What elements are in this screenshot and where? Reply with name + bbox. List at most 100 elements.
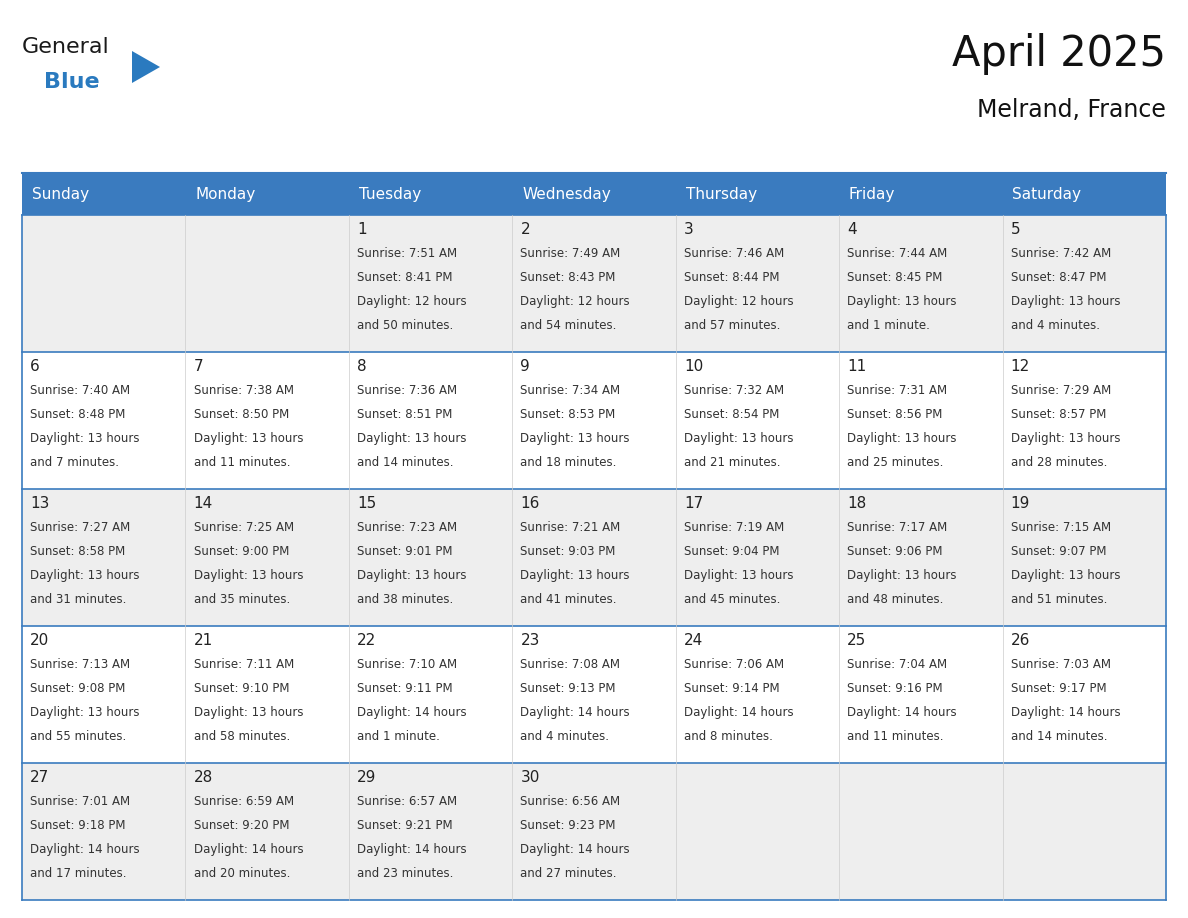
Bar [512,626,676,763]
Bar [512,489,676,626]
Bar [23,626,185,763]
Text: Sunset: 9:21 PM: Sunset: 9:21 PM [358,819,453,832]
Bar [349,215,512,352]
Bar [23,763,185,900]
Text: Daylight: 13 hours: Daylight: 13 hours [30,706,140,719]
Text: Sunrise: 7:32 AM: Sunrise: 7:32 AM [684,384,784,397]
Text: 7: 7 [194,359,203,374]
Text: and 58 minutes.: and 58 minutes. [194,730,290,743]
Text: Sunrise: 7:06 AM: Sunrise: 7:06 AM [684,658,784,671]
Text: and 20 minutes.: and 20 minutes. [194,867,290,880]
Text: Daylight: 12 hours: Daylight: 12 hours [520,295,630,308]
Bar [185,173,349,215]
Text: 11: 11 [847,359,866,374]
Text: 14: 14 [194,496,213,511]
Bar [839,489,1003,626]
Bar [512,215,676,352]
Text: 29: 29 [358,770,377,785]
Text: Sunset: 8:56 PM: Sunset: 8:56 PM [847,408,943,421]
Text: Daylight: 13 hours: Daylight: 13 hours [194,569,303,582]
Text: Sunset: 9:03 PM: Sunset: 9:03 PM [520,545,615,558]
Text: 22: 22 [358,633,377,648]
Text: Sunday: Sunday [32,186,89,201]
Text: and 11 minutes.: and 11 minutes. [194,456,290,469]
Bar [1003,763,1165,900]
Text: Sunrise: 7:25 AM: Sunrise: 7:25 AM [194,521,293,534]
Text: Sunset: 8:54 PM: Sunset: 8:54 PM [684,408,779,421]
Text: Sunset: 9:17 PM: Sunset: 9:17 PM [1011,682,1106,695]
Text: 16: 16 [520,496,539,511]
Text: and 28 minutes.: and 28 minutes. [1011,456,1107,469]
Bar [185,626,349,763]
Text: 5: 5 [1011,222,1020,237]
Text: Daylight: 14 hours: Daylight: 14 hours [358,843,467,856]
Text: 19: 19 [1011,496,1030,511]
Bar [1003,352,1165,489]
Text: Daylight: 14 hours: Daylight: 14 hours [1011,706,1120,719]
Text: 20: 20 [30,633,50,648]
Text: and 54 minutes.: and 54 minutes. [520,319,617,332]
Text: Sunset: 9:00 PM: Sunset: 9:00 PM [194,545,289,558]
Text: Daylight: 13 hours: Daylight: 13 hours [684,432,794,445]
Text: and 4 minutes.: and 4 minutes. [1011,319,1100,332]
Text: 18: 18 [847,496,866,511]
Text: Sunset: 9:01 PM: Sunset: 9:01 PM [358,545,453,558]
Text: and 18 minutes.: and 18 minutes. [520,456,617,469]
Text: Sunset: 9:04 PM: Sunset: 9:04 PM [684,545,779,558]
Text: Sunset: 8:51 PM: Sunset: 8:51 PM [358,408,453,421]
Text: Sunrise: 7:21 AM: Sunrise: 7:21 AM [520,521,620,534]
Text: Daylight: 14 hours: Daylight: 14 hours [847,706,958,719]
Text: General: General [23,37,109,57]
Text: Sunrise: 7:01 AM: Sunrise: 7:01 AM [30,795,131,808]
Text: Sunrise: 6:56 AM: Sunrise: 6:56 AM [520,795,620,808]
Text: and 45 minutes.: and 45 minutes. [684,593,781,606]
Text: 26: 26 [1011,633,1030,648]
Text: 15: 15 [358,496,377,511]
Text: Sunrise: 7:36 AM: Sunrise: 7:36 AM [358,384,457,397]
Text: Daylight: 13 hours: Daylight: 13 hours [30,569,140,582]
Bar [512,173,676,215]
Text: 25: 25 [847,633,866,648]
Text: and 57 minutes.: and 57 minutes. [684,319,781,332]
Text: Sunset: 8:48 PM: Sunset: 8:48 PM [30,408,126,421]
Text: 21: 21 [194,633,213,648]
Text: and 14 minutes.: and 14 minutes. [358,456,454,469]
Text: Wednesday: Wednesday [522,186,611,201]
Text: Sunset: 8:45 PM: Sunset: 8:45 PM [847,271,943,284]
Text: Blue: Blue [44,72,100,92]
Text: Friday: Friday [849,186,896,201]
Text: 13: 13 [30,496,50,511]
Bar [512,352,676,489]
Text: Sunrise: 7:13 AM: Sunrise: 7:13 AM [30,658,131,671]
Text: Sunset: 8:43 PM: Sunset: 8:43 PM [520,271,615,284]
Bar [1003,626,1165,763]
Text: Sunrise: 7:40 AM: Sunrise: 7:40 AM [30,384,131,397]
Text: and 48 minutes.: and 48 minutes. [847,593,943,606]
Text: Daylight: 14 hours: Daylight: 14 hours [520,706,630,719]
Text: 8: 8 [358,359,367,374]
Text: Daylight: 14 hours: Daylight: 14 hours [194,843,303,856]
Text: and 1 minute.: and 1 minute. [847,319,930,332]
Text: and 17 minutes.: and 17 minutes. [30,867,127,880]
Text: Sunset: 8:44 PM: Sunset: 8:44 PM [684,271,779,284]
Text: and 21 minutes.: and 21 minutes. [684,456,781,469]
Text: April 2025: April 2025 [952,33,1165,75]
Bar [1003,489,1165,626]
Text: Daylight: 13 hours: Daylight: 13 hours [847,295,956,308]
Bar [676,215,839,352]
Text: 30: 30 [520,770,539,785]
Text: Daylight: 13 hours: Daylight: 13 hours [847,432,956,445]
Text: Sunset: 9:23 PM: Sunset: 9:23 PM [520,819,615,832]
Text: and 27 minutes.: and 27 minutes. [520,867,617,880]
Text: 2: 2 [520,222,530,237]
Text: Daylight: 13 hours: Daylight: 13 hours [847,569,956,582]
Bar [839,626,1003,763]
Text: 10: 10 [684,359,703,374]
Bar [676,489,839,626]
Text: Daylight: 13 hours: Daylight: 13 hours [1011,569,1120,582]
Bar [349,626,512,763]
Text: and 50 minutes.: and 50 minutes. [358,319,454,332]
Polygon shape [132,51,160,83]
Text: and 7 minutes.: and 7 minutes. [30,456,119,469]
Text: and 4 minutes.: and 4 minutes. [520,730,609,743]
